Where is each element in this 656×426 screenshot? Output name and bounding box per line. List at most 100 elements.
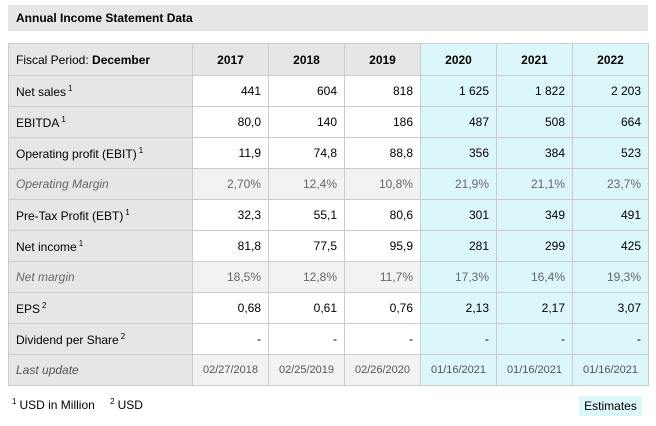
fiscal-period-header: Fiscal Period: December xyxy=(8,43,193,76)
table-cell: - xyxy=(268,323,345,355)
table-cell: 299 xyxy=(496,230,573,262)
table-cell: - xyxy=(344,323,421,355)
year-header: 2022 xyxy=(572,43,649,76)
table-cell: 02/27/2018 xyxy=(192,354,269,386)
estimates-legend: Estimates xyxy=(579,396,642,416)
table-cell: 21,9% xyxy=(420,168,497,200)
table-cell: 21,1% xyxy=(496,168,573,200)
table-cell: 2,70% xyxy=(192,168,269,200)
table-cell: 77,5 xyxy=(268,230,345,262)
row-label: Operating profit (EBIT) 1 xyxy=(8,137,193,169)
table-cell: 12,8% xyxy=(268,261,345,293)
fiscal-period-value: December xyxy=(92,52,151,67)
row-label-text: EBITDA xyxy=(16,115,60,130)
row-label-text: Net margin xyxy=(16,270,75,284)
footnote: 2 USD xyxy=(110,397,143,412)
table-cell: 18,5% xyxy=(192,261,269,293)
table-row: Operating profit (EBIT) 1 11,9 74,8 88,8 356 3… xyxy=(8,137,649,169)
year-header: 2021 xyxy=(496,43,573,76)
row-label-text: Dividend per Share xyxy=(16,332,119,347)
table-cell: 384 xyxy=(496,137,573,169)
table-cell: 356 xyxy=(420,137,497,169)
footnote-marker: 1 xyxy=(125,207,130,217)
row-label: EPS 2 xyxy=(8,292,193,324)
row-label: Net margin xyxy=(8,261,193,293)
table-cell: 186 xyxy=(344,106,421,138)
table-cell: 0,68 xyxy=(192,292,269,324)
table-row: Operating Margin 2,70% 12,4% 10,8% 21,9% 21,1… xyxy=(8,168,649,200)
row-label-text: Operating Margin xyxy=(16,177,109,191)
table-cell: 01/16/2021 xyxy=(496,354,573,386)
header-row: Fiscal Period: December 2017 2018 2019 2… xyxy=(8,43,649,76)
table-cell: 10,8% xyxy=(344,168,421,200)
table-cell: 349 xyxy=(496,199,573,231)
table-row: EPS 2 0,68 0,61 0,76 2,13 2,17 3,07 xyxy=(8,292,649,324)
table-row: Last update 02/27/2018 02/25/2019 02/26/202… xyxy=(8,354,649,386)
table-cell: 140 xyxy=(268,106,345,138)
year-header: 2019 xyxy=(344,43,421,76)
table-cell: - xyxy=(420,323,497,355)
table-cell: 23,7% xyxy=(572,168,649,200)
footnote-marker: 1 xyxy=(12,397,17,406)
table-cell: 80,6 xyxy=(344,199,421,231)
table-cell: 95,9 xyxy=(344,230,421,262)
table-cell: 441 xyxy=(192,75,269,107)
footnote-text: USD in Million xyxy=(19,398,95,412)
table-cell: - xyxy=(496,323,573,355)
table-row: Pre-Tax Profit (EBT) 1 32,3 55,1 80,6 301 349 4… xyxy=(8,199,649,231)
table-cell: 02/25/2019 xyxy=(268,354,345,386)
footnote-marker: 2 xyxy=(42,300,47,310)
table-cell: 81,8 xyxy=(192,230,269,262)
table-cell: 80,0 xyxy=(192,106,269,138)
table-cell: 88,8 xyxy=(344,137,421,169)
row-label-text: Net sales xyxy=(16,84,67,99)
section-title: Annual Income Statement Data xyxy=(8,5,648,31)
table-cell: 523 xyxy=(572,137,649,169)
table-cell: 0,76 xyxy=(344,292,421,324)
table-cell: 55,1 xyxy=(268,199,345,231)
footnote-marker: 2 xyxy=(110,397,115,406)
table-cell: 74,8 xyxy=(268,137,345,169)
table-cell: 11,7% xyxy=(344,261,421,293)
table-cell: 818 xyxy=(344,75,421,107)
table-cell: 2 203 xyxy=(572,75,649,107)
table-cell: - xyxy=(192,323,269,355)
table-cell: 0,61 xyxy=(268,292,345,324)
table-cell: 301 xyxy=(420,199,497,231)
table-cell: 508 xyxy=(496,106,573,138)
table-cell: 1 625 xyxy=(420,75,497,107)
table-cell: 19,3% xyxy=(572,261,649,293)
table-cell: 01/16/2021 xyxy=(420,354,497,386)
table-row: EBITDA 1 80,0 140 186 487 508 664 xyxy=(8,106,649,138)
row-label-text: Pre-Tax Profit (EBT) xyxy=(16,208,124,223)
table-cell: 425 xyxy=(572,230,649,262)
row-label-text: Operating profit (EBIT) xyxy=(16,146,137,161)
table-cell: 17,3% xyxy=(420,261,497,293)
footnotes: 1 USD in Million 2 USD xyxy=(12,397,155,412)
table-cell: 2,13 xyxy=(420,292,497,324)
table-cell: 01/16/2021 xyxy=(572,354,649,386)
row-label: Dividend per Share 2 xyxy=(8,323,193,355)
table-cell: 3,07 xyxy=(572,292,649,324)
footnote-marker: 1 xyxy=(61,114,66,124)
year-header: 2018 xyxy=(268,43,345,76)
table-cell: 487 xyxy=(420,106,497,138)
row-label: Net sales 1 xyxy=(8,75,193,107)
row-label: EBITDA 1 xyxy=(8,106,193,138)
table-row: Net income 1 81,8 77,5 95,9 281 299 425 xyxy=(8,230,649,262)
table-cell: - xyxy=(572,323,649,355)
income-statement-table: Fiscal Period: December 2017 2018 2019 2… xyxy=(8,43,649,386)
row-label: Operating Margin xyxy=(8,168,193,200)
table-cell: 281 xyxy=(420,230,497,262)
footnote-marker: 1 xyxy=(68,83,73,93)
table-row: Dividend per Share 2- - - - - - xyxy=(8,323,649,355)
table-cell: 02/26/2020 xyxy=(344,354,421,386)
row-label-text: Last update xyxy=(16,363,79,377)
footnote-marker: 1 xyxy=(78,238,84,248)
table-cell: 11,9 xyxy=(192,137,269,169)
table-cell: 1 822 xyxy=(496,75,573,107)
year-header: 2017 xyxy=(192,43,269,76)
footnote: 1 USD in Million xyxy=(12,397,95,412)
row-label-text: EPS xyxy=(16,301,41,316)
table-cell: 16,4% xyxy=(496,261,573,293)
